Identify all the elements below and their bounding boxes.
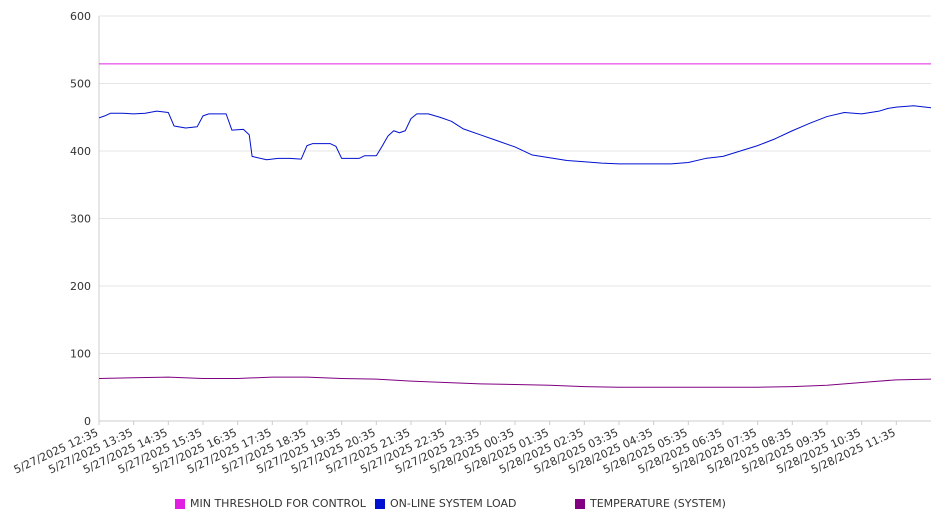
line-chart: 0 100 200 300 400 500 600 5/27/2025 12:355/27/… <box>12 10 931 476</box>
y-tick-label: 300 <box>70 213 91 226</box>
legend-item-system-load[interactable]: ON-LINE SYSTEM LOAD <box>375 497 516 510</box>
legend-label-system-load: ON-LINE SYSTEM LOAD <box>390 497 517 510</box>
y-tick-label: 400 <box>70 145 91 158</box>
y-axis-ticks: 0 100 200 300 400 500 600 <box>70 10 91 428</box>
legend-label-temperature: TEMPERATURE (SYSTEM) <box>590 497 726 510</box>
series-lines <box>99 63 931 388</box>
legend-swatch-system-load <box>375 498 385 509</box>
y-tick-label: 600 <box>70 10 91 23</box>
gridlines <box>99 15 931 354</box>
legend-swatch-temperature <box>575 498 585 509</box>
legend-label-min-threshold: MIN THRESHOLD FOR CONTROL <box>190 497 366 510</box>
x-axis-ticks: 5/27/2025 12:355/27/2025 13:355/27/2025 … <box>12 421 898 476</box>
legend-item-temperature[interactable]: TEMPERATURE (SYSTEM) <box>575 497 726 510</box>
chart-legend: MIN THRESHOLD FOR CONTROL ON-LINE SYSTEM… <box>0 497 946 515</box>
y-tick-label: 100 <box>70 348 91 361</box>
y-tick-label: 500 <box>70 78 91 91</box>
series-temperature <box>99 376 931 388</box>
series-system-load <box>99 105 931 165</box>
legend-item-min-threshold[interactable]: MIN THRESHOLD FOR CONTROL <box>175 497 366 510</box>
y-tick-label: 200 <box>70 280 91 293</box>
y-tick-label: 0 <box>84 415 91 428</box>
legend-swatch-min-threshold <box>175 498 185 509</box>
